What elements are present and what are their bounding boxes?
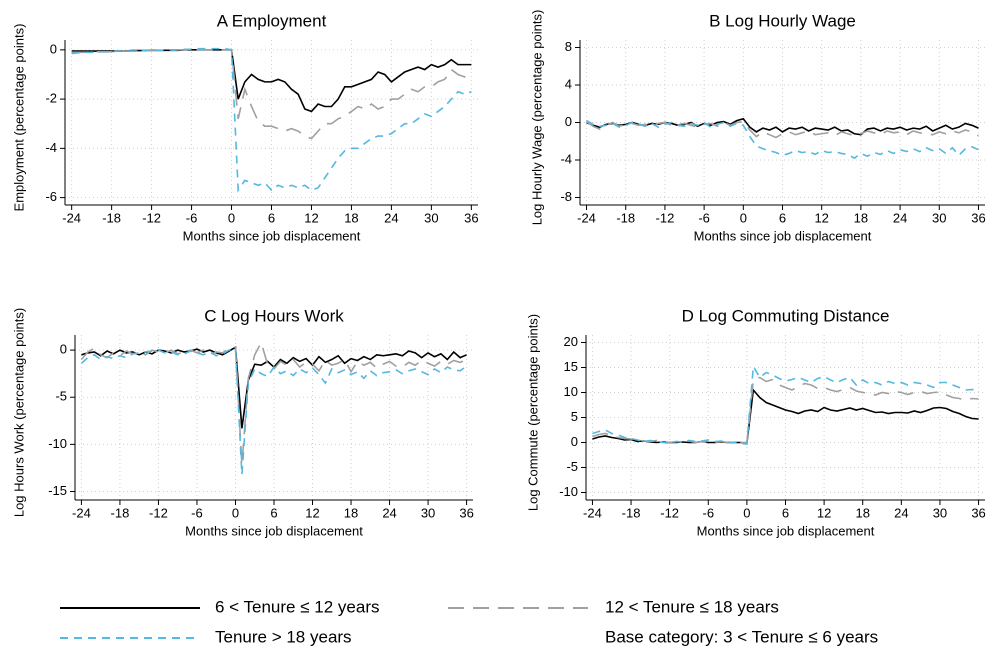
x-tick-label: 36 [459, 505, 473, 520]
y-tick-label: 10 [564, 384, 578, 399]
x-axis-label: Months since job displacement [697, 523, 875, 538]
series-line [592, 376, 979, 444]
chart-title: C Log Hours Work [204, 306, 344, 325]
x-tick-label: -6 [702, 505, 714, 520]
y-tick-label: 8 [565, 39, 572, 54]
x-tick-label: 12 [305, 505, 319, 520]
y-tick-label: -6 [45, 189, 57, 204]
x-tick-label: 12 [817, 505, 831, 520]
series-line [586, 120, 979, 139]
y-tick-label: -10 [559, 484, 578, 499]
x-tick-label: -24 [583, 505, 602, 520]
y-tick-label: 0 [571, 434, 578, 449]
series-line [592, 388, 979, 444]
series-line [80, 347, 468, 475]
x-tick-label: -12 [149, 505, 168, 520]
y-tick-label: 4 [565, 76, 572, 91]
y-tick-label: -4 [45, 140, 57, 155]
y-tick-label: -15 [48, 483, 67, 498]
chart-title: A Employment [217, 11, 327, 30]
x-tick-label: -6 [186, 210, 198, 225]
legend-label: 6 < Tenure ≤ 12 years [215, 597, 379, 616]
x-axis-label: Months since job displacement [694, 228, 872, 243]
x-tick-label: 0 [228, 210, 235, 225]
x-axis-label: Months since job displacement [185, 523, 363, 538]
x-tick-label: 30 [421, 505, 435, 520]
y-tick-label: 5 [571, 409, 578, 424]
x-tick-label: -12 [656, 210, 675, 225]
x-tick-label: 6 [782, 505, 789, 520]
chart-title: D Log Commuting Distance [682, 306, 890, 325]
y-tick-label: 15 [564, 359, 578, 374]
y-tick-label: -10 [48, 436, 67, 451]
x-tick-label: 36 [464, 210, 478, 225]
y-tick-label: -8 [560, 189, 572, 204]
x-tick-label: -24 [62, 210, 81, 225]
x-tick-label: -6 [191, 505, 203, 520]
legend-note: Base category: 3 < Tenure ≤ 6 years [605, 627, 878, 646]
y-tick-label: 0 [60, 342, 67, 357]
series-line [592, 363, 979, 445]
x-tick-label: 6 [268, 210, 275, 225]
x-tick-label: 0 [740, 210, 747, 225]
series-line [80, 340, 467, 466]
x-tick-label: 36 [971, 505, 985, 520]
x-tick-label: 0 [743, 505, 750, 520]
x-tick-label: -6 [698, 210, 710, 225]
legend-label: Tenure > 18 years [215, 627, 352, 646]
x-tick-label: 30 [933, 505, 947, 520]
x-tick-label: 6 [779, 210, 786, 225]
x-tick-label: -18 [616, 210, 635, 225]
x-axis-label: Months since job displacement [183, 228, 361, 243]
x-tick-label: -18 [111, 505, 130, 520]
y-tick-label: -2 [45, 91, 57, 106]
series-line [71, 47, 472, 193]
legend-label: 12 < Tenure ≤ 18 years [605, 597, 779, 616]
y-tick-label: -5 [55, 389, 67, 404]
x-tick-label: -18 [622, 505, 641, 520]
series-line [71, 49, 472, 140]
y-axis-label: Employment (percentage points) [11, 24, 26, 212]
y-tick-label: 20 [564, 334, 578, 349]
x-tick-label: 24 [893, 210, 907, 225]
y-tick-label: 0 [565, 114, 572, 129]
x-tick-label: 6 [270, 505, 277, 520]
x-tick-label: -12 [660, 505, 679, 520]
y-axis-label: Log Commute (percentage points) [525, 314, 540, 511]
x-tick-label: 24 [382, 505, 396, 520]
x-tick-label: 30 [932, 210, 946, 225]
series-line [586, 117, 979, 136]
y-tick-label: -4 [560, 151, 572, 166]
x-tick-label: -18 [102, 210, 121, 225]
x-tick-label: 18 [855, 505, 869, 520]
x-tick-label: 18 [344, 210, 358, 225]
x-tick-label: 24 [384, 210, 398, 225]
series-line [71, 49, 472, 113]
x-tick-label: 12 [304, 210, 318, 225]
x-tick-label: 30 [424, 210, 438, 225]
y-tick-label: -5 [566, 459, 578, 474]
y-axis-label: Log Hours Work (percentage points) [11, 308, 26, 517]
x-tick-label: 18 [344, 505, 358, 520]
x-tick-label: -24 [577, 210, 596, 225]
x-tick-label: 12 [814, 210, 828, 225]
x-tick-label: 18 [854, 210, 868, 225]
x-tick-label: 24 [894, 505, 908, 520]
x-tick-label: 36 [971, 210, 985, 225]
y-axis-label: Log Hourly Wage (percentage points) [529, 10, 544, 226]
chart-title: B Log Hourly Wage [709, 11, 856, 30]
x-tick-label: 0 [232, 505, 239, 520]
x-tick-label: -12 [142, 210, 161, 225]
x-tick-label: -24 [72, 505, 91, 520]
y-tick-label: 0 [50, 41, 57, 56]
